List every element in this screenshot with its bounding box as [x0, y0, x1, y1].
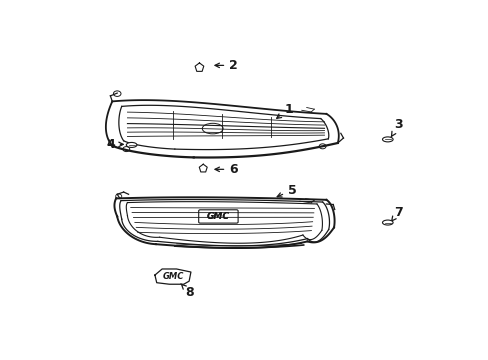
- Ellipse shape: [382, 220, 392, 225]
- Ellipse shape: [126, 143, 137, 148]
- Text: 5: 5: [277, 184, 296, 197]
- Text: 1: 1: [276, 103, 292, 118]
- Polygon shape: [155, 269, 190, 284]
- Polygon shape: [195, 63, 203, 71]
- Ellipse shape: [382, 137, 392, 142]
- Text: 3: 3: [390, 118, 402, 137]
- Text: 2: 2: [215, 59, 238, 72]
- Polygon shape: [199, 164, 207, 172]
- Text: 8: 8: [181, 284, 194, 299]
- Text: 6: 6: [215, 163, 237, 176]
- Text: 7: 7: [390, 206, 402, 221]
- FancyBboxPatch shape: [198, 210, 238, 223]
- Text: GMC: GMC: [206, 212, 229, 221]
- Text: GMC: GMC: [162, 271, 183, 280]
- Text: GMC: GMC: [206, 212, 229, 221]
- Text: 4: 4: [106, 138, 123, 151]
